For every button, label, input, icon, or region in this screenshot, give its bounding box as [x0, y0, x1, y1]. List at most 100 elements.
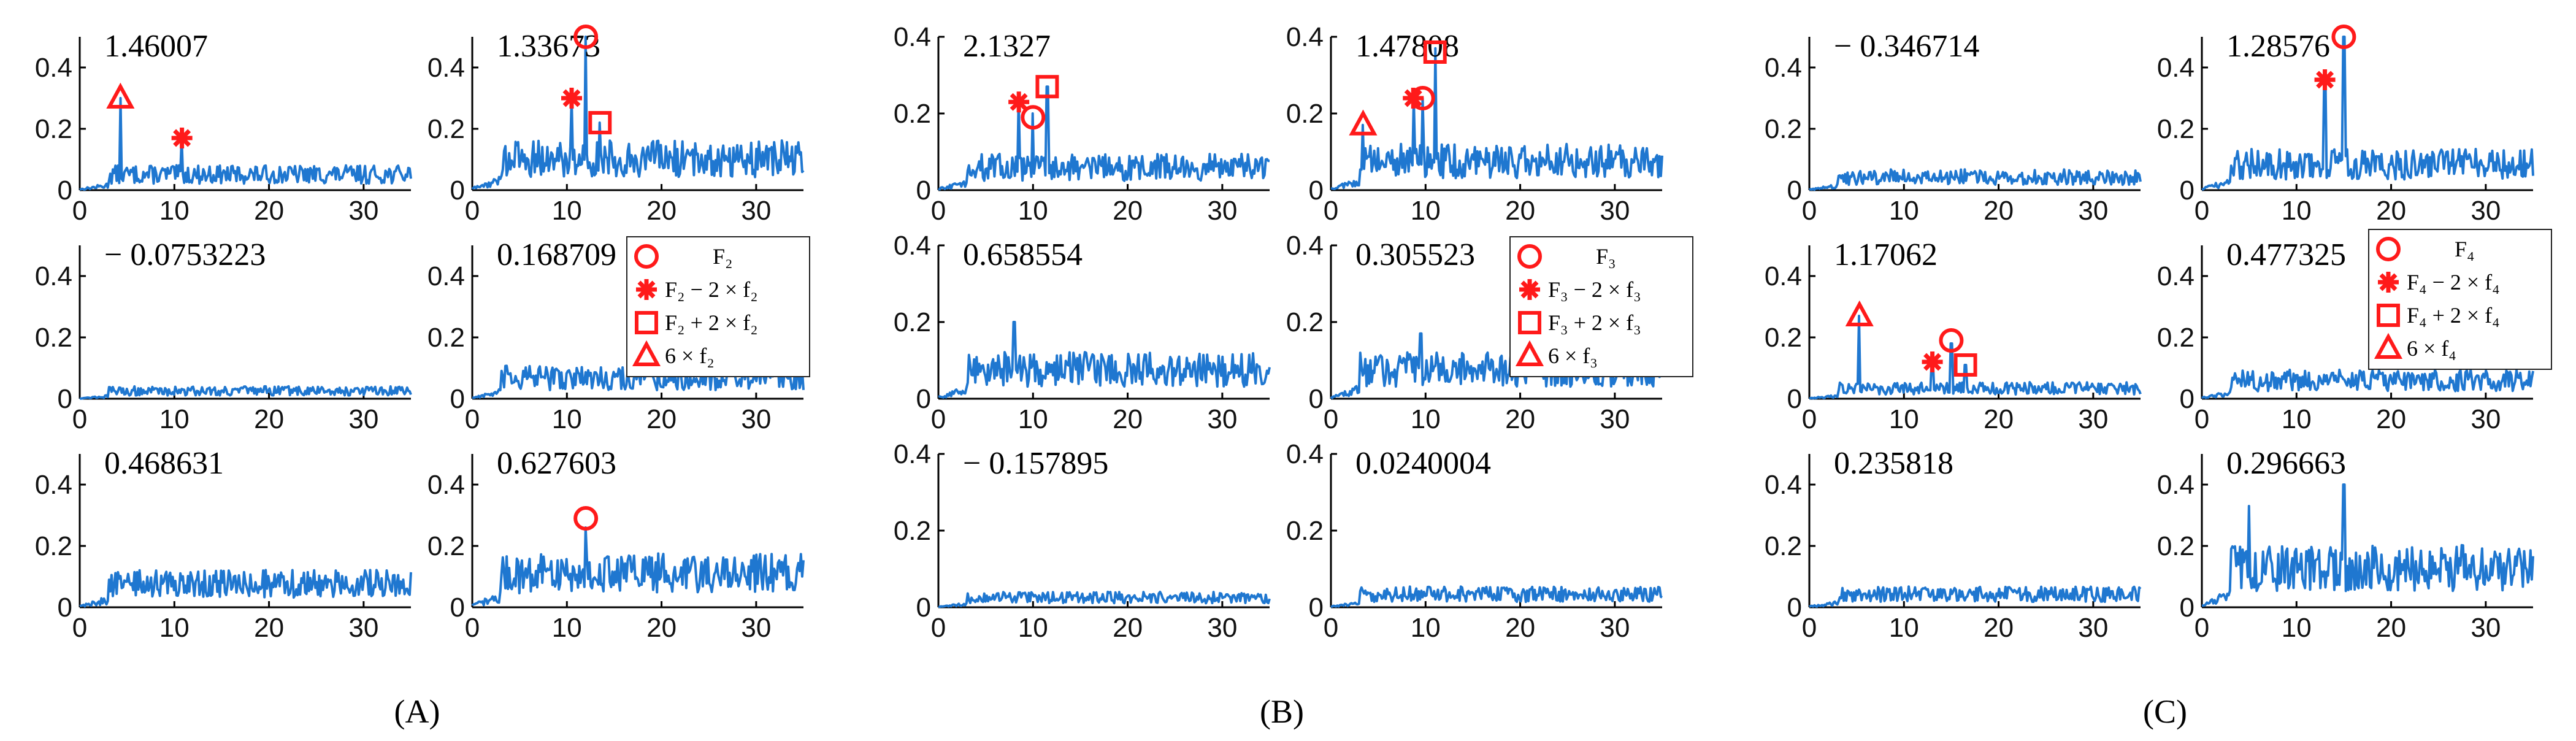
- asterisk-stroke: [1520, 280, 1539, 299]
- legend-label: F₄ − 2 × f₄: [2407, 270, 2500, 294]
- x-tick-label: 30: [1600, 196, 1630, 226]
- subplot-C-1-1: 0 10 20 30 0 0.2 0.4 0.477325: [2157, 237, 2534, 434]
- x-tick-label: 0: [1324, 404, 1338, 434]
- subplot-B-0-0: 0 10 20 30 0 0.2 0.4 2.1327: [894, 22, 1270, 226]
- legend-square-symbol: [635, 311, 658, 334]
- correlation-value: − 0.0753223: [104, 237, 266, 272]
- x-tick-label: 20: [1113, 404, 1143, 434]
- x-tick-label: 30: [741, 196, 771, 226]
- y-tick-label: 0: [916, 175, 931, 205]
- subplot-C-2-0: 0 10 20 30 0 0.2 0.4 0.235818: [1765, 446, 2142, 643]
- x-tick-label: 0: [72, 404, 87, 434]
- marker-circle: [573, 506, 599, 531]
- x-tick-label: 20: [2376, 404, 2406, 434]
- marker-square: [1953, 353, 1977, 377]
- legend-label: F₃ − 2 × f₃: [1548, 277, 1641, 302]
- legend-asterisk-symbol: [636, 279, 657, 300]
- x-tick-label: 20: [254, 196, 284, 226]
- legend-circle-symbol: [634, 244, 659, 269]
- panel-label: (C): [2143, 693, 2187, 730]
- x-tick-label: 30: [741, 613, 771, 643]
- y-tick-label: 0: [2180, 384, 2195, 414]
- y-tick-label: 0.2: [427, 323, 465, 353]
- y-tick-label: 0.2: [1286, 99, 1324, 129]
- x-tick-label: 10: [2282, 196, 2312, 226]
- y-tick-label: 0: [450, 593, 465, 623]
- x-tick-label: 20: [1505, 196, 1535, 226]
- x-tick-label: 0: [1802, 196, 1817, 226]
- y-tick-label: 0.4: [1286, 231, 1324, 261]
- x-tick-label: 0: [465, 613, 480, 643]
- y-tick-label: 0.4: [2157, 470, 2195, 500]
- y-tick-label: 0.2: [894, 307, 931, 337]
- asterisk-stroke: [2379, 273, 2398, 291]
- legend-triangle-symbol: [1515, 340, 1544, 366]
- x-tick-label: 10: [552, 196, 582, 226]
- x-tick-label: 10: [1889, 613, 1919, 643]
- marker-asterisk: [2314, 69, 2336, 90]
- correlation-value: 0.168709: [497, 237, 616, 272]
- y-tick-label: 0.4: [2157, 53, 2195, 83]
- y-tick-label: 0.4: [894, 231, 931, 261]
- subplot-A-2-1: 0 10 20 30 0 0.2 0.4 0.627603: [427, 446, 805, 643]
- x-tick-label: 30: [2471, 613, 2501, 643]
- spectrum-line: [938, 321, 1271, 399]
- y-tick-label: 0: [450, 175, 465, 205]
- x-tick-label: 30: [1207, 404, 1237, 434]
- y-tick-label: 0.2: [894, 516, 931, 546]
- x-tick-label: 20: [254, 404, 284, 434]
- subplot-C-1-0: 0 10 20 30 0 0.2 0.4 1.17062: [1765, 237, 2142, 434]
- x-tick-label: 10: [159, 196, 190, 226]
- spectrum-line: [2201, 483, 2534, 607]
- x-tick-label: 30: [2078, 613, 2108, 643]
- y-tick-label: 0: [1309, 384, 1324, 414]
- y-tick-label: 0.2: [1765, 323, 1802, 353]
- asterisk-stroke: [1010, 93, 1028, 111]
- x-tick-label: 0: [2195, 404, 2209, 434]
- subplot-C-0-1: 0 10 20 30 0 0.2 0.4 1.28576: [2157, 25, 2534, 226]
- correlation-value: 1.47808: [1355, 29, 1459, 64]
- legend-square-symbol: [1518, 311, 1541, 334]
- legend-label: F₄: [2455, 237, 2475, 261]
- y-tick-label: 0.2: [35, 531, 72, 561]
- legend-triangle-symbol: [632, 340, 661, 366]
- subplot-A-0-0: 0 10 20 30 0 0.2 0.4 1.46007: [35, 29, 412, 226]
- legend-asterisk-symbol: [1519, 279, 1540, 300]
- x-tick-label: 10: [1018, 613, 1048, 643]
- y-tick-label: 0.2: [2157, 531, 2195, 561]
- correlation-value: 0.627603: [497, 446, 616, 481]
- x-tick-label: 20: [646, 613, 677, 643]
- correlation-value: 0.468631: [104, 446, 224, 481]
- x-tick-label: 30: [2471, 404, 2501, 434]
- y-tick-label: 0: [58, 175, 72, 205]
- marker-circle: [573, 25, 599, 49]
- x-tick-label: 0: [465, 196, 480, 226]
- x-tick-label: 20: [1113, 613, 1143, 643]
- spectrum-line: [79, 97, 412, 191]
- spectrum-line: [938, 590, 1271, 609]
- x-tick-label: 20: [1113, 196, 1143, 226]
- x-tick-label: 20: [2376, 613, 2406, 643]
- y-tick-label: 0: [1309, 175, 1324, 205]
- marker-square: [1423, 40, 1447, 64]
- x-tick-label: 0: [2195, 613, 2209, 643]
- y-tick-label: 0.4: [427, 261, 465, 291]
- y-tick-label: 0.2: [35, 323, 72, 353]
- legend-asterisk-symbol: [2378, 272, 2399, 293]
- y-tick-label: 0: [450, 384, 465, 414]
- y-tick-label: 0.2: [427, 531, 465, 561]
- subplot-C-2-1: 0 10 20 30 0 0.2 0.4 0.296663: [2157, 446, 2534, 643]
- x-tick-label: 30: [1207, 196, 1237, 226]
- spectrum-line: [79, 385, 412, 400]
- x-tick-label: 30: [2078, 196, 2108, 226]
- x-tick-label: 30: [1207, 613, 1237, 643]
- marker-circle: [2331, 25, 2356, 49]
- y-tick-label: 0: [1787, 593, 1802, 623]
- spectrum-line: [2201, 36, 2534, 191]
- legend-label: F₃: [1596, 244, 1616, 269]
- y-tick-label: 0.2: [894, 99, 931, 129]
- x-tick-label: 30: [348, 404, 378, 434]
- legend-label: F₄ + 2 × f₄: [2407, 303, 2500, 328]
